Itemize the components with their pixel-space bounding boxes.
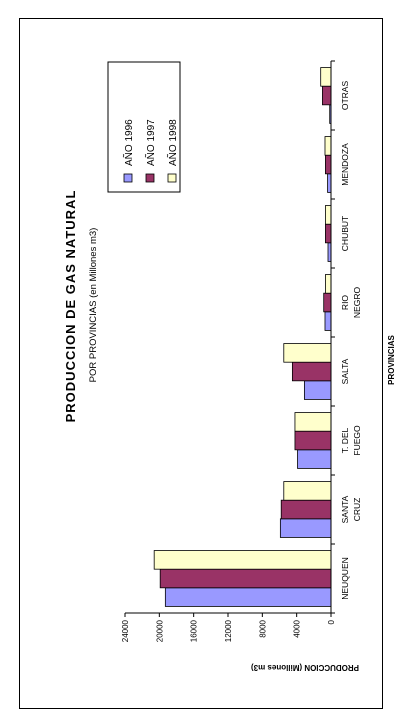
bar: [165, 588, 331, 607]
bar: [154, 551, 331, 570]
y-axis-title: PRODUCCION (Millones m3): [251, 663, 359, 672]
y-tick-label: 4000: [293, 619, 302, 637]
category-label: CHUBUT: [340, 216, 350, 251]
y-ticks-layer: 0 4000 8000 12000 16000 20000 24000: [121, 613, 336, 642]
y-tick-label: 20000: [155, 619, 164, 642]
category-label: MENDOZA: [340, 143, 350, 186]
bar: [325, 155, 331, 174]
category-label: SALTA: [340, 358, 350, 384]
bar: [295, 431, 331, 450]
bar: [324, 293, 331, 312]
bar: [325, 137, 331, 156]
bar: [292, 362, 331, 381]
y-tick-label: 0: [327, 619, 336, 624]
bar: [298, 450, 331, 469]
category-label: OTRAS: [340, 81, 350, 111]
bar: [295, 413, 331, 432]
bar: [284, 482, 331, 501]
bar: [325, 312, 331, 331]
category-label: FUEGO: [352, 425, 362, 456]
x-labels-layer: NEUQUEN SANTA CRUZ T. DEL FUEGO SALTA RIO NEGRO…: [340, 81, 362, 600]
bar: [280, 519, 331, 538]
title-group: PRODUCCION DE GAS NATURAL POR PROVINCIAS…: [63, 190, 99, 423]
bar: [321, 68, 331, 87]
category-label: CRUZ: [352, 498, 362, 522]
bar: [328, 174, 331, 193]
bar: [325, 206, 331, 225]
bars-layer: [154, 68, 331, 607]
legend-label: AÑO 1996: [122, 119, 135, 166]
chart-subtitle: POR PROVINCIAS (en Millones m3): [88, 228, 99, 383]
y-tick-label: 12000: [224, 619, 233, 642]
bar: [325, 224, 331, 243]
category-label: RIO: [340, 295, 350, 311]
y-tick-label: 16000: [190, 619, 199, 642]
bar: [281, 500, 331, 519]
chart-title: PRODUCCION DE GAS NATURAL: [63, 190, 78, 423]
legend-swatch: [124, 174, 132, 182]
legend-swatch: [168, 174, 176, 182]
bar: [304, 381, 331, 400]
category-label: SANTA: [340, 495, 350, 523]
category-label: NEGRO: [352, 287, 362, 319]
bar: [284, 344, 331, 363]
bar: [325, 275, 331, 294]
legend: AÑO 1996 AÑO 1997 AÑO 1998: [108, 62, 180, 192]
category-label: T. DEL: [340, 427, 350, 453]
category-label: NEUQUEN: [340, 557, 350, 600]
x-axis-title: PROVINCIAS: [387, 334, 396, 384]
y-tick-label: 8000: [258, 619, 267, 637]
legend-swatch: [146, 174, 154, 182]
legend-label: AÑO 1997: [144, 119, 157, 166]
bar: [322, 86, 331, 105]
legend-label: AÑO 1998: [166, 119, 179, 166]
bar: [160, 569, 331, 588]
y-tick-label: 24000: [121, 619, 130, 642]
